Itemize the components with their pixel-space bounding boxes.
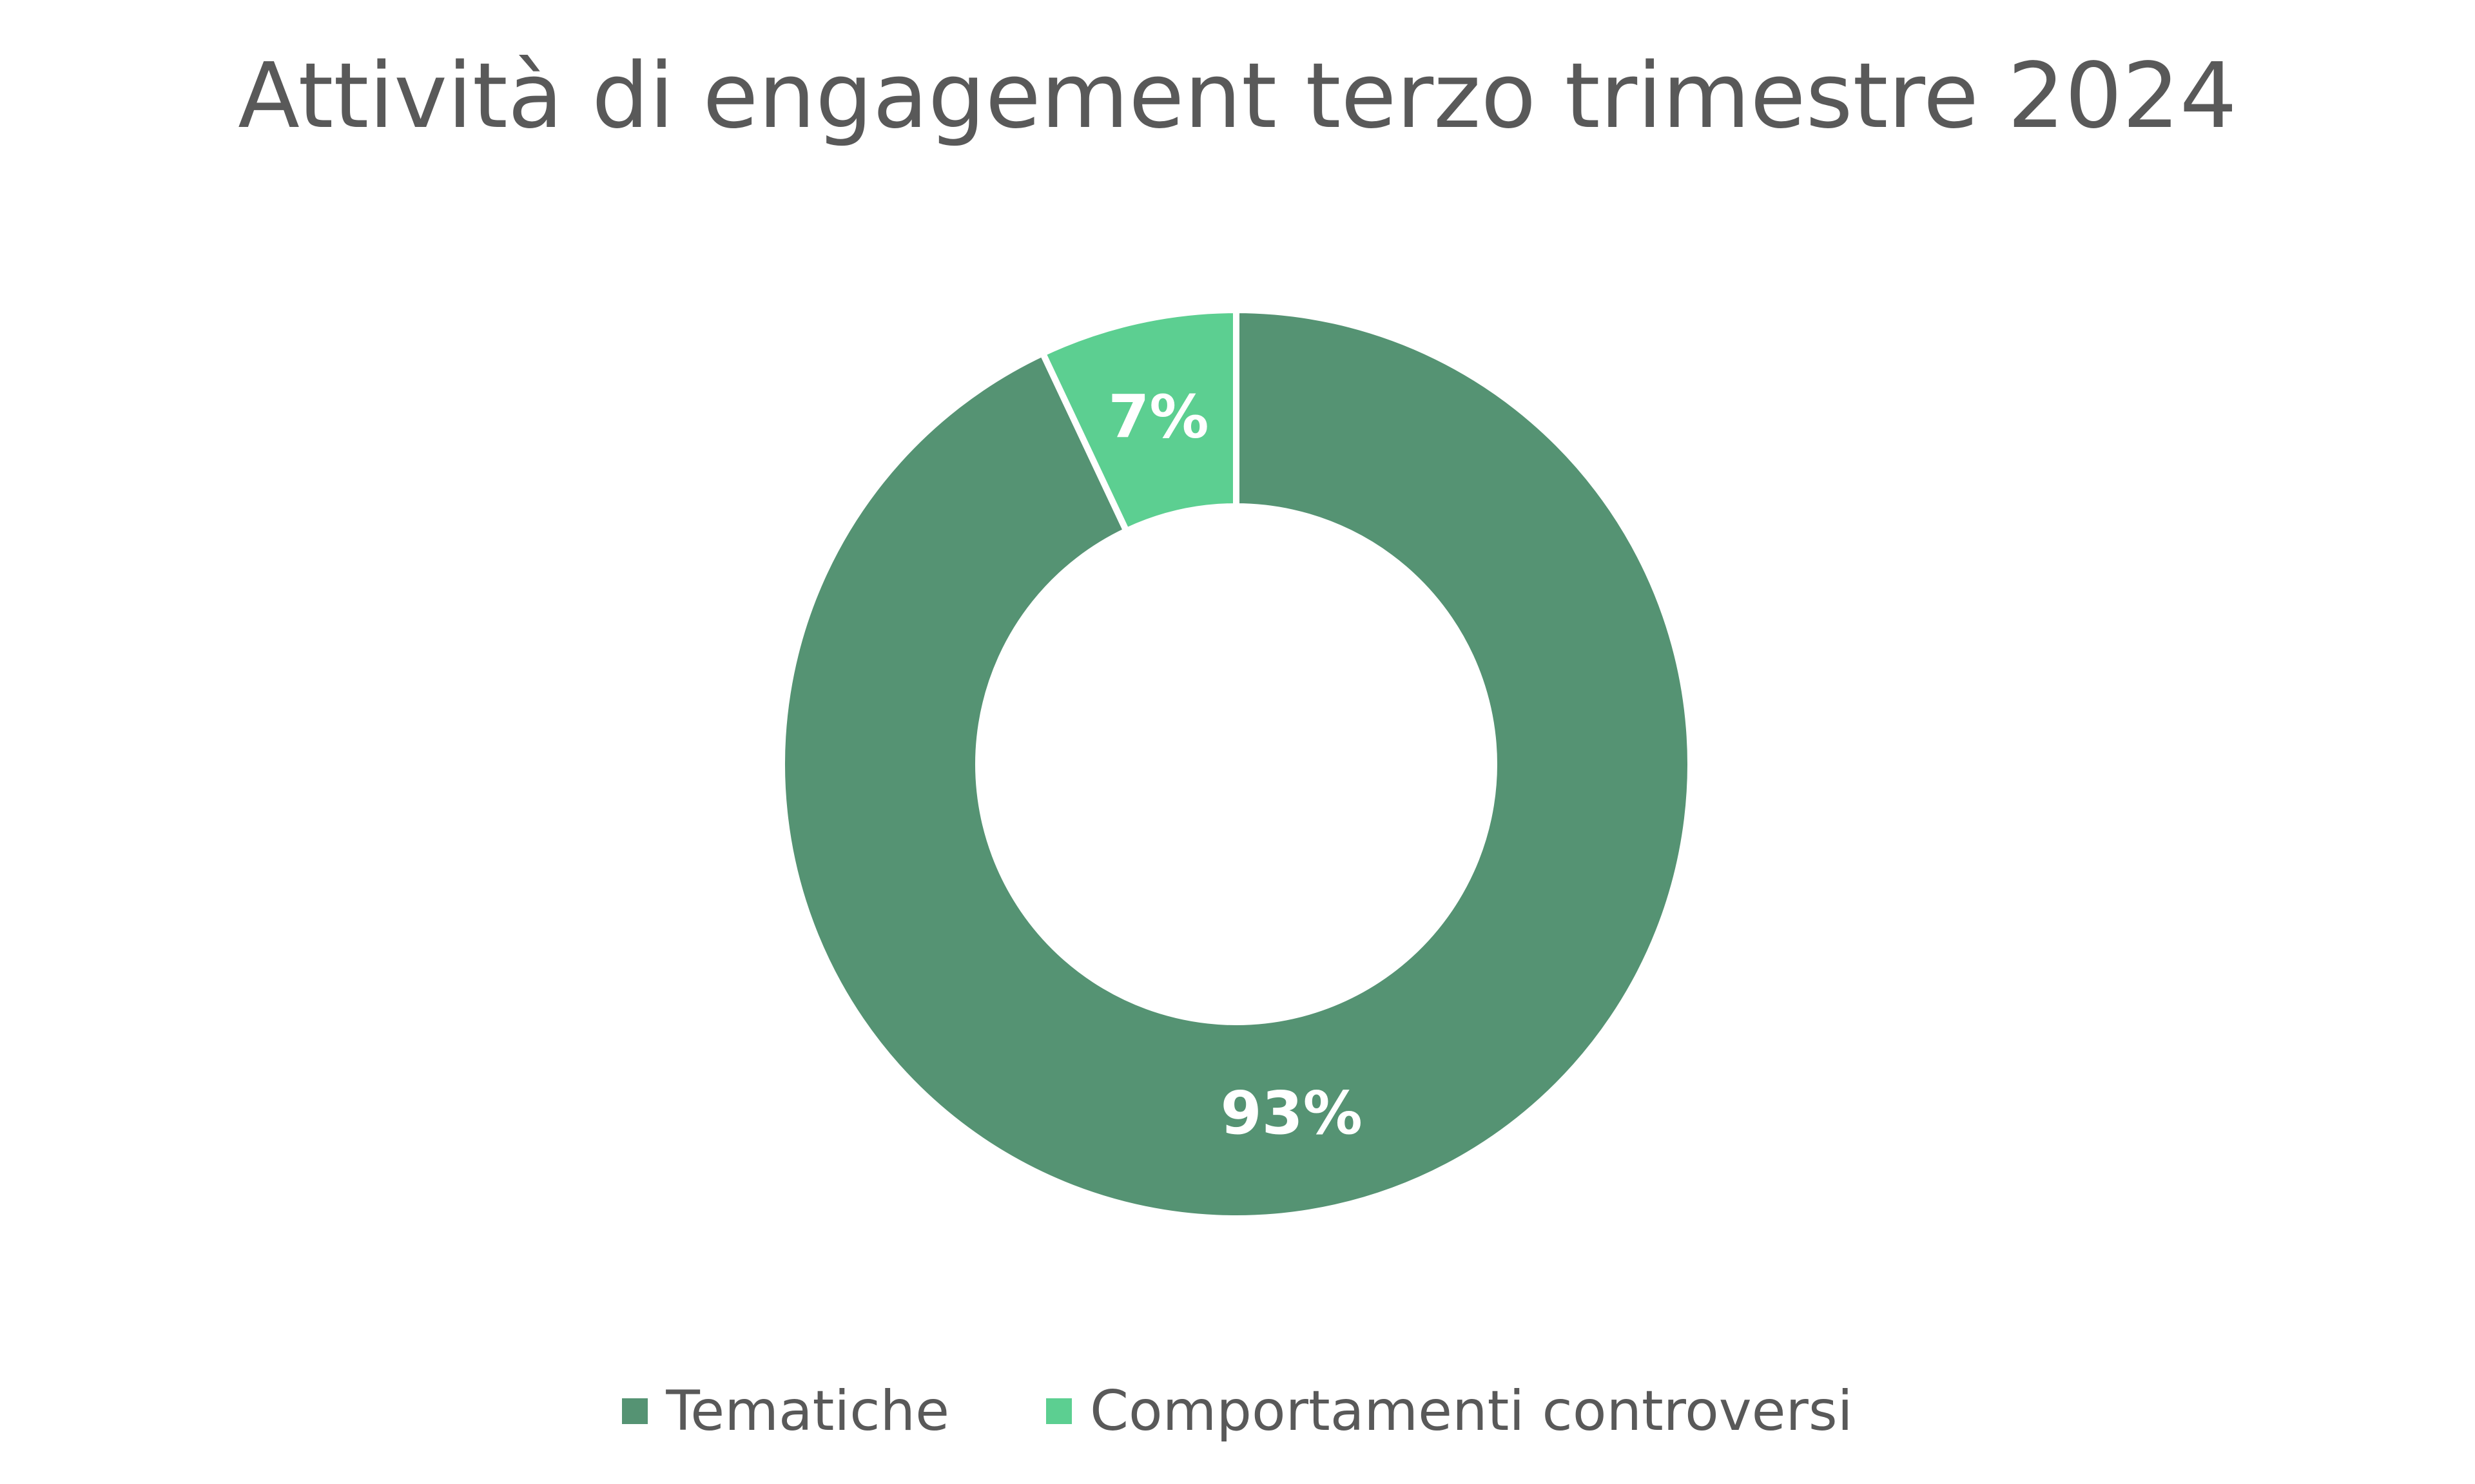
legend-swatch-comportamenti-controversi [1045,1398,1072,1424]
donut-slice-tematiche[interactable] [779,306,1694,1222]
legend-swatch-tematiche [622,1398,648,1424]
legend-label-tematiche: Tematiche [666,1379,949,1443]
legend-label-comportamenti-controversi: Comportamenti controversi [1089,1379,1853,1443]
donut-slice-comportamenti-controversi[interactable] [1038,306,1239,535]
chart-title: Attività di engagement terzo trimestre 2… [238,44,2237,149]
legend-item-tematiche[interactable]: Tematiche [622,1379,949,1443]
legend-item-comportamenti-controversi[interactable]: Comportamenti controversi [1045,1379,1853,1443]
chart-legend: Tematiche Comportamenti controversi [0,1379,2475,1443]
data-label-tematiche: 93% [1221,1079,1363,1148]
data-label-comportamenti-controversi: 7% [1108,382,1208,451]
